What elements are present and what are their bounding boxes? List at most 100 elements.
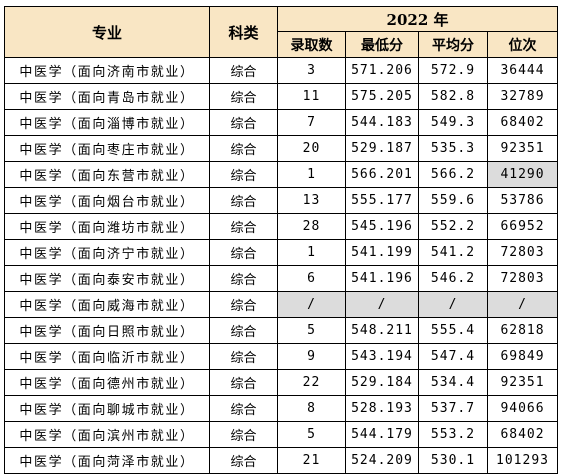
major-cell: 中医学（面向青岛市就业） <box>4 83 210 110</box>
header-admitted: 录取数 <box>277 31 346 58</box>
min-score-cell: 541.199 <box>345 239 419 266</box>
major-cell: 中医学（面向菏泽市就业） <box>4 447 210 474</box>
table-row: 中医学（面向烟台市就业） 综合 13 555.177 559.6 53786 <box>4 187 559 214</box>
category-cell: 综合 <box>209 239 278 266</box>
min-score-cell: 544.183 <box>345 109 419 136</box>
avg-score-cell: 582.8 <box>418 83 488 110</box>
admitted-cell: 1 <box>277 239 346 266</box>
rank-cell: / <box>486 291 559 318</box>
rank-cell: 36444 <box>486 57 559 84</box>
min-score-cell: 541.196 <box>345 265 419 292</box>
avg-score-cell: / <box>418 291 488 318</box>
avg-score-cell: 555.4 <box>418 317 488 344</box>
avg-score-cell: 546.2 <box>418 265 488 292</box>
table-row: 中医学（面向济宁市就业） 综合 1 541.199 541.2 72803 <box>4 239 559 266</box>
rank-cell: 69849 <box>486 343 559 370</box>
admitted-cell: 11 <box>277 83 346 110</box>
table-row: 中医学（面向淄博市就业） 综合 7 544.183 549.3 68402 <box>4 109 559 136</box>
major-cell: 中医学（面向聊城市就业） <box>4 395 210 422</box>
table-row: 中医学（面向临沂市就业） 综合 9 543.194 547.4 69849 <box>4 343 559 370</box>
major-cell: 中医学（面向淄博市就业） <box>4 109 210 136</box>
major-cell: 中医学（面向日照市就业） <box>4 317 210 344</box>
table-row: 中医学（面向聊城市就业） 综合 8 528.193 537.7 94066 <box>4 395 559 422</box>
min-score-cell: 571.206 <box>345 57 419 84</box>
rank-cell: 68402 <box>486 421 559 448</box>
rank-cell: 72803 <box>486 265 559 292</box>
category-cell: 综合 <box>209 343 278 370</box>
rank-cell: 62818 <box>486 317 559 344</box>
min-score-cell: 543.194 <box>345 343 419 370</box>
admitted-cell: 5 <box>277 317 346 344</box>
table-row: 中医学（面向菏泽市就业） 综合 21 524.209 530.1 101293 <box>4 447 559 474</box>
table-row: 中医学（面向青岛市就业） 综合 11 575.205 582.8 32789 <box>4 83 559 110</box>
category-cell: 综合 <box>209 57 278 84</box>
table-body: 中医学（面向济南市就业） 综合 3 571.206 572.9 36444 中医学（面向青岛… <box>4 57 559 474</box>
major-cell: 中医学（面向泰安市就业） <box>4 265 210 292</box>
header-year: 2022 年 <box>276 6 559 32</box>
admitted-cell: / <box>277 291 346 318</box>
admission-scores-table: 专业 科类 2022 年 录取数 最低分 平均分 位次 中医学（面向济南市就业）… <box>4 6 559 474</box>
admitted-cell: 1 <box>277 161 346 188</box>
admitted-cell: 5 <box>277 421 346 448</box>
admitted-cell: 22 <box>277 369 346 396</box>
rank-cell: 53786 <box>486 187 559 214</box>
major-cell: 中医学（面向枣庄市就业） <box>4 135 210 162</box>
min-score-cell: 545.196 <box>345 213 419 240</box>
category-cell: 综合 <box>209 447 278 474</box>
rank-cell: 101293 <box>486 447 559 474</box>
header-rank: 位次 <box>486 31 559 58</box>
header-avg-score: 平均分 <box>418 31 488 58</box>
major-cell: 中医学（面向东营市就业） <box>4 161 210 188</box>
min-score-cell: 524.209 <box>345 447 419 474</box>
admitted-cell: 6 <box>277 265 346 292</box>
min-score-cell: 529.184 <box>345 369 419 396</box>
min-score-cell: 575.205 <box>345 83 419 110</box>
rank-cell: 66952 <box>486 213 559 240</box>
header-category: 科类 <box>209 6 278 58</box>
category-cell: 综合 <box>209 265 278 292</box>
min-score-cell: 544.179 <box>345 421 419 448</box>
avg-score-cell: 547.4 <box>418 343 488 370</box>
header-major: 专业 <box>4 6 210 58</box>
table-row: 中医学（面向威海市就业） 综合 / / / / <box>4 291 559 318</box>
header-min-score: 最低分 <box>345 31 419 58</box>
admitted-cell: 9 <box>277 343 346 370</box>
table-row: 中医学（面向济南市就业） 综合 3 571.206 572.9 36444 <box>4 57 559 84</box>
table-row: 中医学（面向滨州市就业） 综合 5 544.179 553.2 68402 <box>4 421 559 448</box>
avg-score-cell: 530.1 <box>418 447 488 474</box>
table-row: 中医学（面向东营市就业） 综合 1 566.201 566.2 41290 <box>4 161 559 188</box>
avg-score-cell: 553.2 <box>418 421 488 448</box>
min-score-cell: / <box>345 291 419 318</box>
category-cell: 综合 <box>209 135 278 162</box>
avg-score-cell: 541.2 <box>418 239 488 266</box>
rank-cell: 94066 <box>486 395 559 422</box>
major-cell: 中医学（面向滨州市就业） <box>4 421 210 448</box>
min-score-cell: 548.211 <box>345 317 419 344</box>
category-cell: 综合 <box>209 213 278 240</box>
category-cell: 综合 <box>209 291 278 318</box>
avg-score-cell: 535.3 <box>418 135 488 162</box>
table-row: 中医学（面向泰安市就业） 综合 6 541.196 546.2 72803 <box>4 265 559 292</box>
admitted-cell: 28 <box>277 213 346 240</box>
major-cell: 中医学（面向临沂市就业） <box>4 343 210 370</box>
major-cell: 中医学（面向济南市就业） <box>4 57 210 84</box>
major-cell: 中医学（面向烟台市就业） <box>4 187 210 214</box>
avg-score-cell: 572.9 <box>418 57 488 84</box>
min-score-cell: 528.193 <box>345 395 419 422</box>
major-cell: 中医学（面向德州市就业） <box>4 369 210 396</box>
admitted-cell: 20 <box>277 135 346 162</box>
category-cell: 综合 <box>209 161 278 188</box>
major-cell: 中医学（面向潍坊市就业） <box>4 213 210 240</box>
category-cell: 综合 <box>209 317 278 344</box>
rank-cell: 41290 <box>486 161 559 188</box>
admitted-cell: 13 <box>277 187 346 214</box>
major-cell: 中医学（面向威海市就业） <box>4 291 210 318</box>
avg-score-cell: 552.2 <box>418 213 488 240</box>
avg-score-cell: 537.7 <box>418 395 488 422</box>
min-score-cell: 555.177 <box>345 187 419 214</box>
table-row: 中医学（面向潍坊市就业） 综合 28 545.196 552.2 66952 <box>4 213 559 240</box>
admitted-cell: 3 <box>277 57 346 84</box>
category-cell: 综合 <box>209 369 278 396</box>
table-row: 中医学（面向枣庄市就业） 综合 20 529.187 535.3 92351 <box>4 135 559 162</box>
table-header: 专业 科类 2022 年 录取数 最低分 平均分 位次 <box>4 6 559 58</box>
